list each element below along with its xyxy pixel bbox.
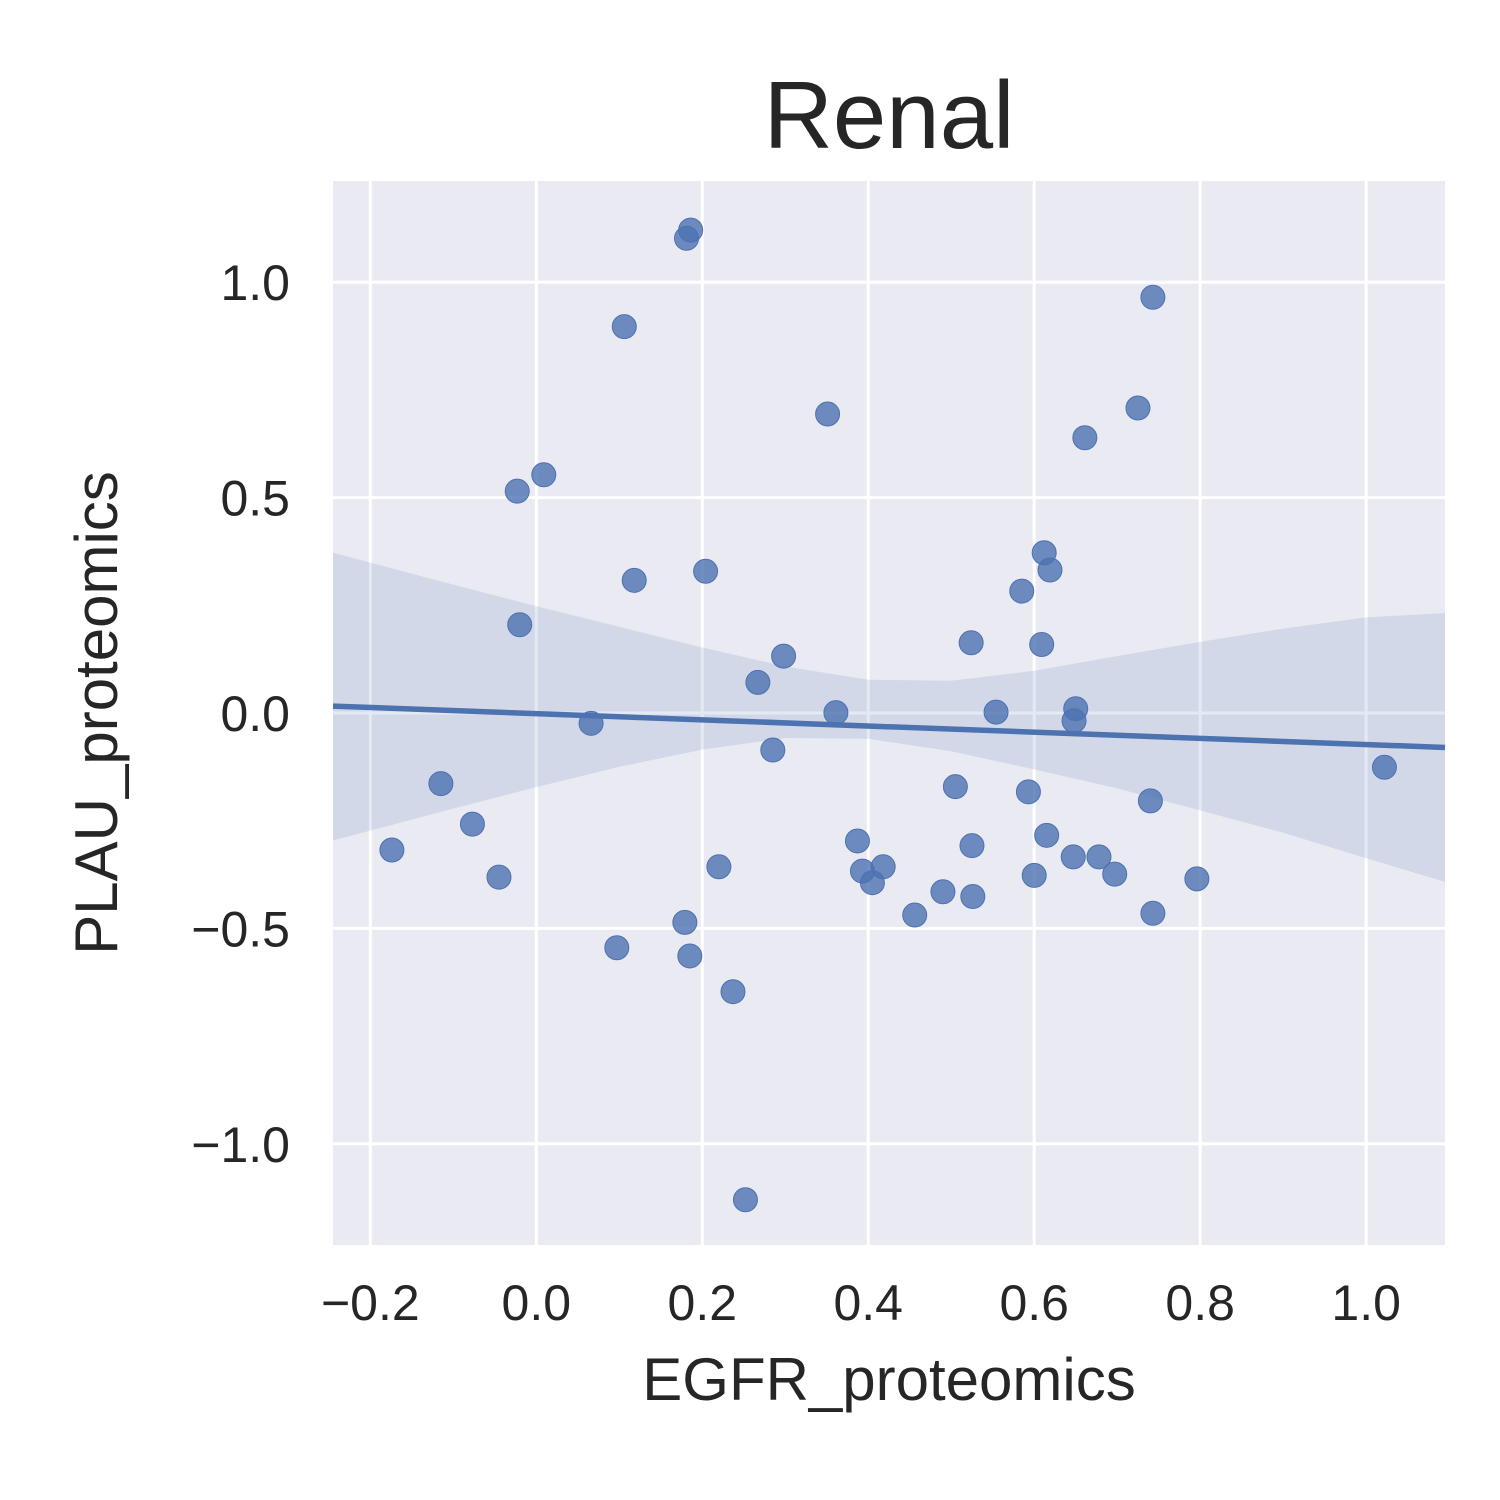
data-point (1029, 632, 1055, 658)
y-tick-label: 1.0 (220, 255, 290, 311)
data-point (958, 630, 984, 656)
x-tick-label: 0.8 (1165, 1275, 1235, 1331)
data-point (930, 879, 956, 905)
data-point (507, 612, 533, 638)
y-tick-label: −0.5 (191, 901, 290, 957)
y-axis-label: PLAU_proteomics (63, 471, 130, 955)
data-point (531, 462, 557, 488)
data-point (1021, 862, 1047, 888)
x-tick-label: 0.0 (502, 1275, 572, 1331)
data-point (1102, 861, 1128, 887)
confidence-band (333, 552, 1445, 882)
data-point (732, 1187, 758, 1213)
data-point (706, 854, 732, 880)
data-point (844, 828, 870, 854)
data-point (823, 700, 849, 726)
data-point (1125, 395, 1151, 421)
data-point (504, 478, 530, 504)
data-point (1060, 844, 1086, 870)
data-point (1015, 779, 1041, 805)
data-point (1037, 557, 1063, 583)
data-point (459, 811, 485, 837)
data-point (486, 864, 512, 890)
y-tick-label: −1.0 (191, 1117, 290, 1173)
data-point (693, 558, 719, 584)
data-point (677, 943, 703, 969)
x-tick-labels: −0.2 0.0 0.2 0.4 0.6 0.8 1.0 (321, 1275, 1401, 1331)
data-point (604, 935, 630, 961)
data-point (428, 771, 454, 797)
data-point (678, 217, 704, 243)
data-point (902, 902, 928, 928)
data-point (611, 314, 637, 340)
data-point (1063, 696, 1089, 722)
data-point (379, 837, 405, 863)
x-axis-label: EGFR_proteomics (642, 1346, 1135, 1413)
data-point (621, 567, 647, 593)
data-points (379, 217, 1397, 1213)
data-point (1009, 578, 1035, 604)
data-point (720, 979, 746, 1005)
data-point (983, 699, 1009, 725)
data-point (1086, 844, 1112, 870)
data-point (1137, 788, 1163, 814)
data-point (1072, 425, 1098, 451)
data-point (1034, 822, 1060, 848)
data-point (870, 854, 896, 880)
data-point (745, 669, 771, 695)
y-tick-label: 0.0 (220, 686, 290, 742)
regression-line (332, 703, 1446, 751)
data-point (1140, 284, 1166, 310)
data-point (942, 774, 968, 800)
data-point (959, 833, 985, 859)
data-point (1140, 900, 1166, 926)
data-point (1184, 866, 1210, 892)
x-tick-label: 0.2 (668, 1275, 738, 1331)
x-tick-label: 0.6 (999, 1275, 1069, 1331)
data-point (1371, 754, 1397, 780)
x-tick-label: −0.2 (321, 1275, 420, 1331)
data-point (672, 909, 698, 935)
x-tick-label: 0.4 (833, 1275, 903, 1331)
data-point (960, 884, 986, 910)
data-point (760, 737, 786, 763)
x-tick-label: 1.0 (1331, 1275, 1401, 1331)
chart-title: Renal (764, 62, 1015, 169)
y-tick-labels: −1.0 −0.5 0.0 0.5 1.0 (191, 255, 290, 1173)
y-tick-label: 0.5 (220, 471, 290, 527)
data-point (815, 401, 841, 427)
data-point (771, 643, 797, 669)
